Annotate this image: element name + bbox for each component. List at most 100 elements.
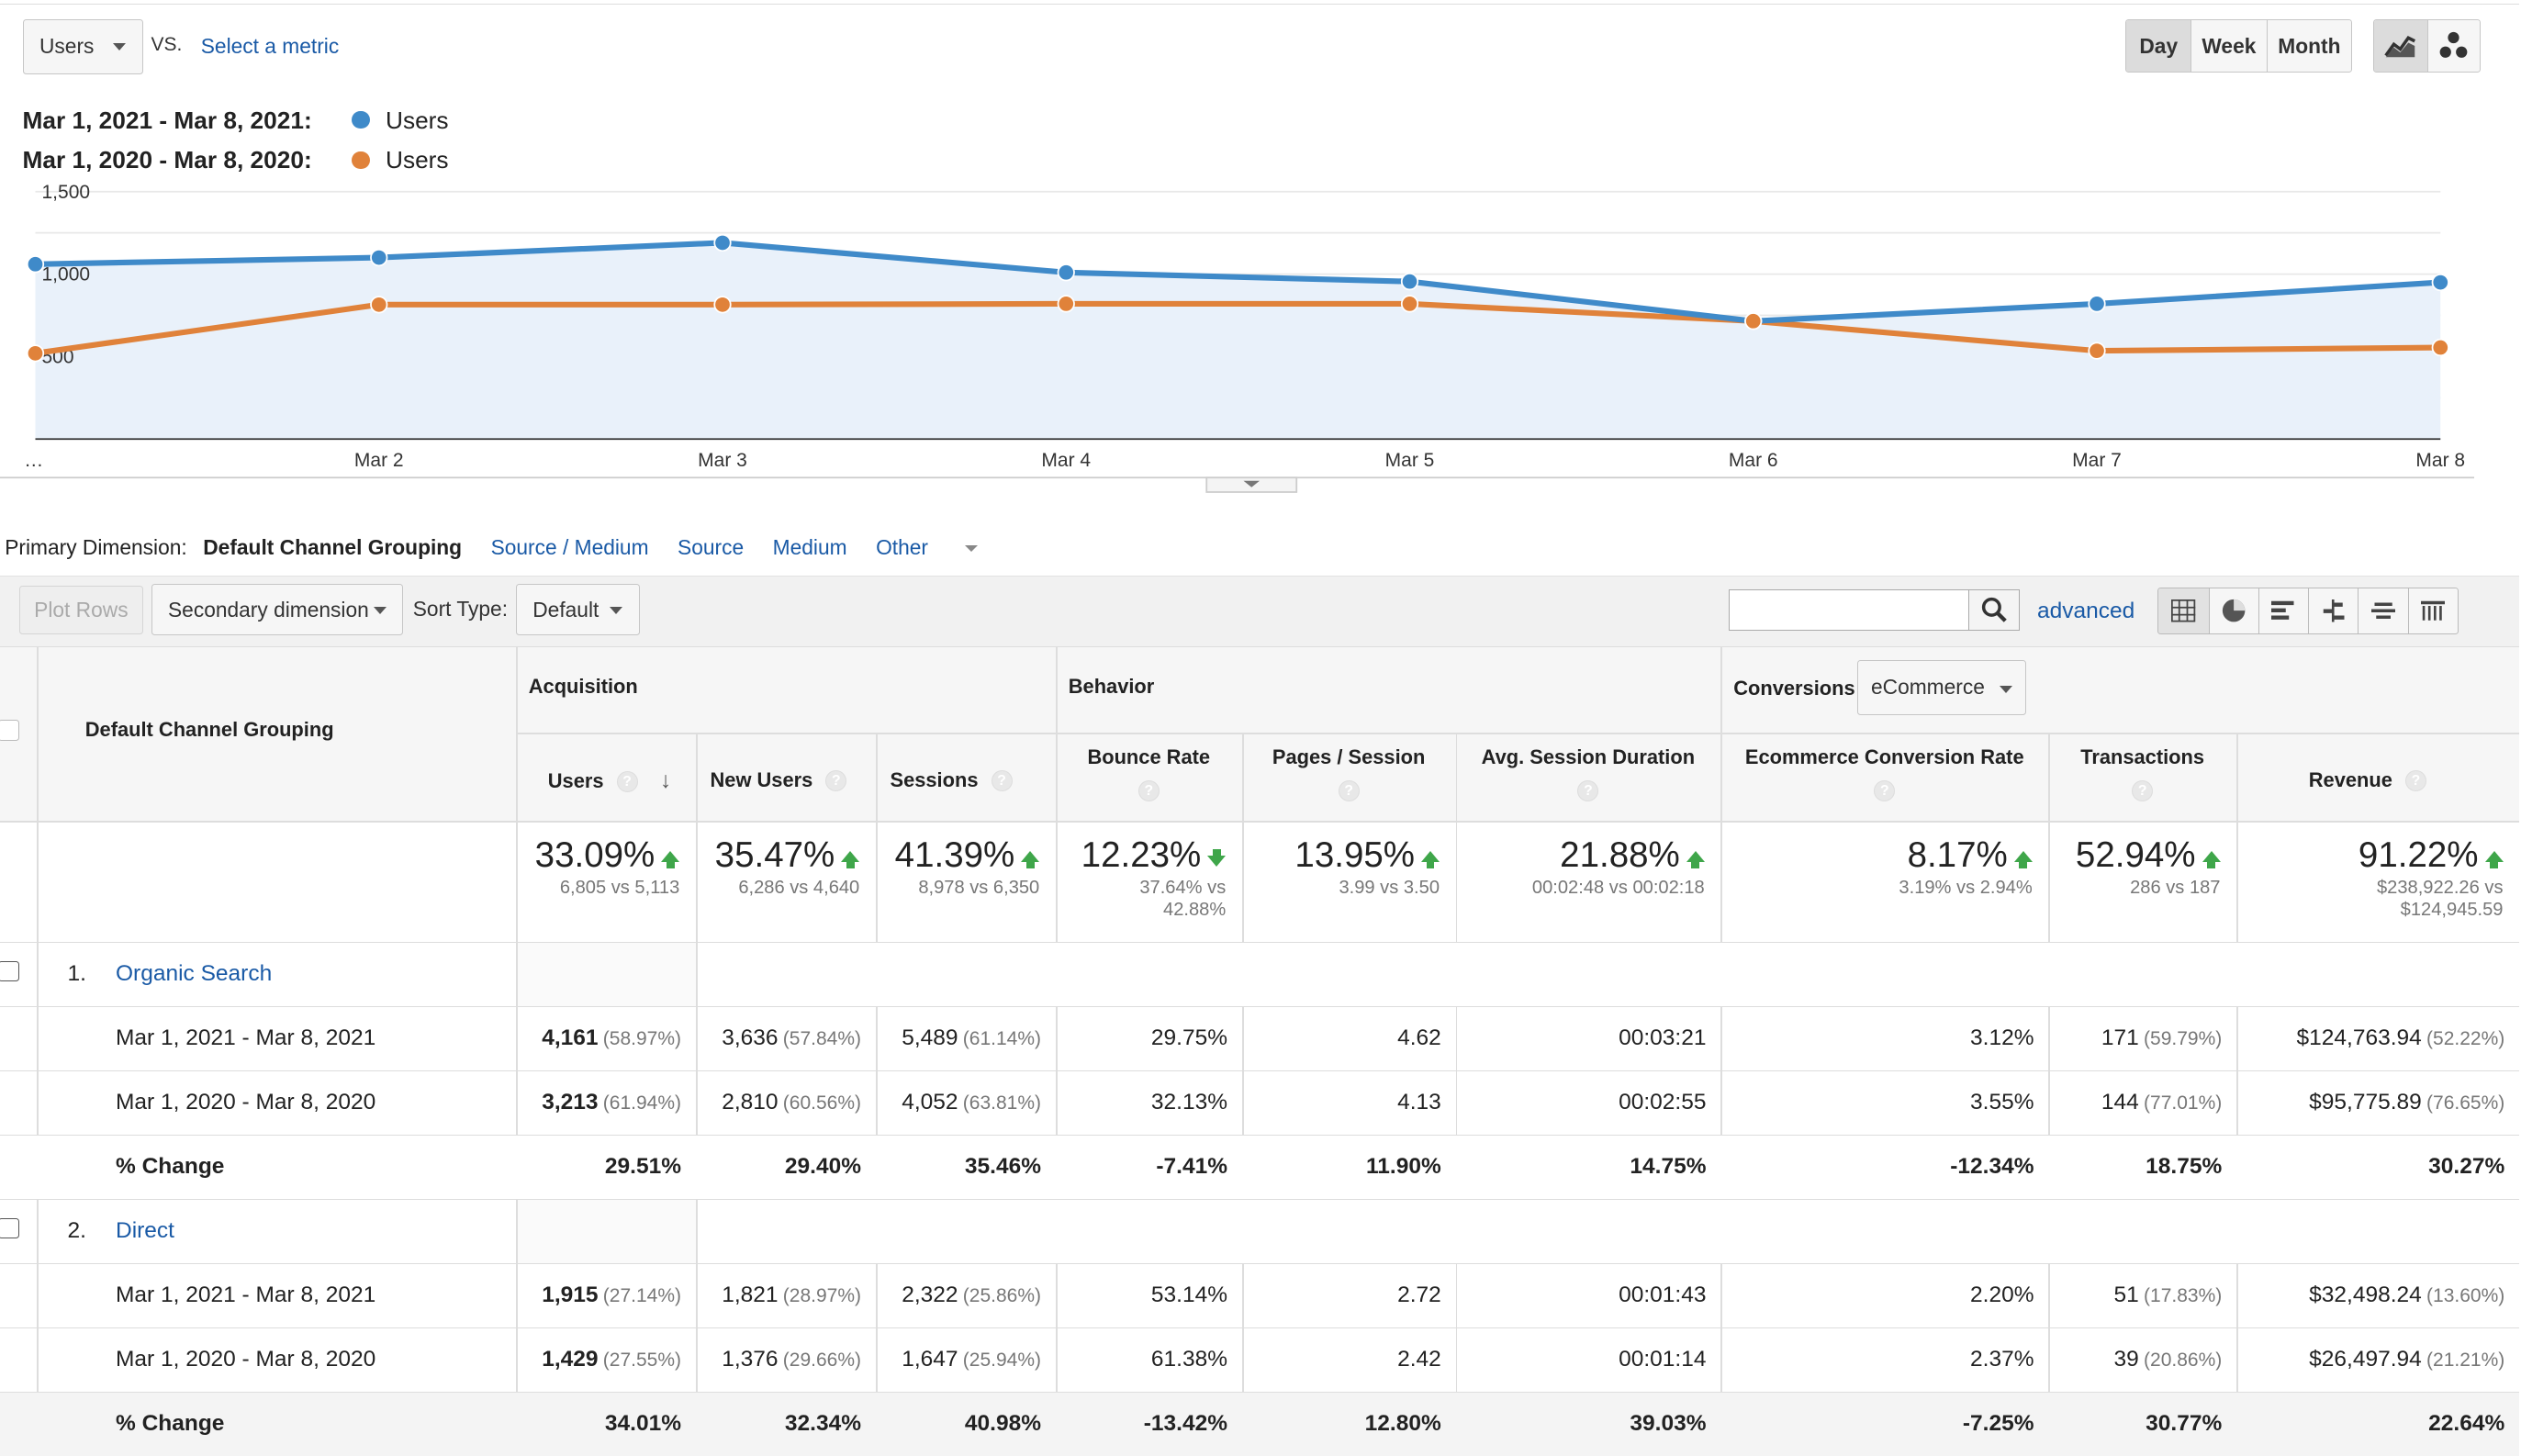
help-icon[interactable]: ? — [1137, 780, 1160, 802]
plot-rows-button[interactable]: Plot Rows — [19, 586, 143, 634]
row-divider — [0, 1070, 2519, 1072]
row-divider — [0, 821, 2519, 823]
pivot-view-button[interactable] — [2407, 588, 2458, 633]
performance-view-button[interactable] — [2258, 588, 2308, 633]
summary-value-text: 12.23% — [1081, 835, 1202, 875]
help-icon: ? — [1242, 778, 1456, 803]
metric-value: 3.55% — [1970, 1089, 2034, 1114]
percentage-view-button[interactable] — [2208, 588, 2258, 633]
period-month-button[interactable]: Month — [2266, 20, 2352, 72]
column-header-ecommerce-conversion-rate[interactable]: Ecommerce Conversion Rate — [1744, 745, 2024, 768]
select-all-checkbox[interactable] — [0, 720, 19, 741]
data-view-button[interactable] — [2158, 588, 2209, 633]
advanced-filter-link[interactable]: advanced — [2037, 599, 2135, 623]
metric-value: 29.51% — [604, 1153, 681, 1179]
metric-value: 00:02:55 — [1619, 1089, 1707, 1114]
table-search-input[interactable] — [1729, 588, 1970, 631]
help-icon[interactable]: ? — [616, 771, 638, 793]
period-week-button[interactable]: Week — [2190, 20, 2267, 72]
dimension-other[interactable]: Other — [876, 535, 1007, 560]
metric-value: $26,497.94 — [2309, 1346, 2422, 1372]
metric-cell: 51 (17.83%) — [2048, 1282, 2223, 1308]
search-button[interactable] — [1967, 588, 2020, 631]
metric-cell: 171 (59.79%) — [2048, 1025, 2222, 1051]
col-divider — [1241, 821, 1244, 1446]
help-icon[interactable]: ? — [2132, 780, 2154, 802]
help-icon[interactable]: ? — [2404, 770, 2426, 792]
help-icon: ? — [1456, 778, 1721, 803]
dimension-source-medium[interactable]: Source / Medium — [490, 534, 649, 559]
metric-share-percent: (61.94%) — [602, 1092, 681, 1114]
column-header-sessions[interactable]: Sessions? — [891, 768, 1013, 792]
metric-select[interactable]: Users — [22, 19, 143, 74]
row-label: Mar 1, 2021 - Mar 8, 2021 — [116, 1282, 376, 1307]
dimension-medium[interactable]: Medium — [772, 534, 847, 559]
summary-compare-text: 37.64% vs — [1139, 877, 1227, 898]
column-header-avg-session-duration[interactable]: Avg. Session Duration — [1481, 745, 1696, 768]
col-divider — [37, 941, 39, 1006]
data-point — [1057, 294, 1075, 313]
metric-cell: 53.14% — [1056, 1282, 1227, 1308]
metric-cell: -7.41% — [1056, 1154, 1227, 1180]
term-cloud-view-button[interactable] — [2358, 588, 2408, 633]
help-icon[interactable]: ? — [1874, 780, 1896, 802]
metric-value: 00:03:21 — [1619, 1025, 1707, 1050]
data-point — [26, 254, 45, 273]
column-header-new-users[interactable]: New Users? — [711, 768, 847, 792]
col-divider — [2048, 733, 2050, 822]
secondary-dimension-select[interactable]: Secondary dimension — [151, 584, 404, 636]
help-icon[interactable]: ? — [991, 770, 1013, 792]
conversions-goal-select[interactable]: eCommerce — [1857, 660, 2026, 715]
row-divider — [0, 1005, 2519, 1008]
metric-value: $124,763.94 — [2296, 1025, 2422, 1050]
column-header-bounce-rate[interactable]: Bounce Rate — [1087, 745, 1211, 768]
metric-cell: $95,775.89 (76.65%) — [2236, 1090, 2504, 1115]
data-point — [1400, 272, 1419, 290]
help-icon[interactable]: ? — [1338, 780, 1360, 802]
sort-type-select[interactable]: Default — [515, 584, 640, 636]
column-header-pages-session[interactable]: Pages / Session — [1272, 745, 1426, 768]
metric-cell: 40.98% — [876, 1411, 1041, 1437]
metric-value: 2.42 — [1397, 1346, 1441, 1372]
summary-change-value: 21.88% — [1456, 835, 1705, 876]
metric-value: 61.38% — [1150, 1346, 1227, 1372]
pie-chart-icon — [2222, 599, 2246, 622]
column-header-transactions[interactable]: Transactions — [2080, 745, 2205, 768]
period-day-button[interactable]: Day — [2126, 20, 2191, 72]
metric-value: 2,810 — [722, 1089, 779, 1114]
row-checkbox[interactable] — [0, 1217, 19, 1239]
metric-value: 4,161 — [542, 1025, 599, 1050]
motion-chart-button[interactable] — [2426, 20, 2481, 72]
channel-name-link[interactable]: Direct — [116, 1217, 174, 1243]
help-icon[interactable]: ? — [1577, 780, 1599, 802]
metric-value: 30.27% — [2428, 1153, 2505, 1179]
help-icon[interactable]: ? — [825, 770, 847, 792]
secondary-dimension-label: Secondary dimension — [168, 597, 369, 622]
metric-share-percent: (27.55%) — [602, 1349, 681, 1371]
metric-cell: 34.01% — [516, 1411, 681, 1437]
metric-value: 1,915 — [542, 1282, 599, 1307]
metric-value: 1,376 — [722, 1346, 779, 1372]
dimension-source[interactable]: Source — [678, 534, 745, 559]
row-label: Mar 1, 2020 - Mar 8, 2020 — [116, 1089, 376, 1114]
data-point — [1057, 263, 1075, 281]
column-header-users[interactable]: Users? ↓ — [547, 767, 672, 793]
select-metric-link[interactable]: Select a metric — [200, 33, 340, 58]
primary-dimension-label: Primary Dimension: — [5, 534, 187, 559]
sort-descending-icon[interactable]: ↓ — [660, 767, 672, 793]
data-point — [713, 295, 732, 313]
summary-change-value: 13.95% — [1242, 835, 1440, 876]
comparison-view-button[interactable] — [2308, 588, 2359, 633]
metric-cell: 2,322 (25.86%) — [876, 1282, 1041, 1308]
metric-cell: $32,498.24 (13.60%) — [2236, 1282, 2504, 1308]
metric-share-percent: (77.01%) — [2144, 1092, 2223, 1114]
column-header-revenue[interactable]: Revenue? — [2309, 768, 2426, 792]
channel-name-link[interactable]: Organic Search — [116, 960, 273, 986]
summary-change-value: 8.17% — [1720, 835, 2033, 876]
row-checkbox[interactable] — [0, 960, 19, 982]
summary-compare-text: 42.88% — [1163, 900, 1227, 920]
metric-cell: 144 (77.01%) — [2048, 1090, 2222, 1115]
line-chart-button[interactable] — [2373, 20, 2427, 72]
metric-cell: 1,821 (28.97%) — [696, 1282, 861, 1308]
chevron-down-icon — [113, 43, 127, 50]
